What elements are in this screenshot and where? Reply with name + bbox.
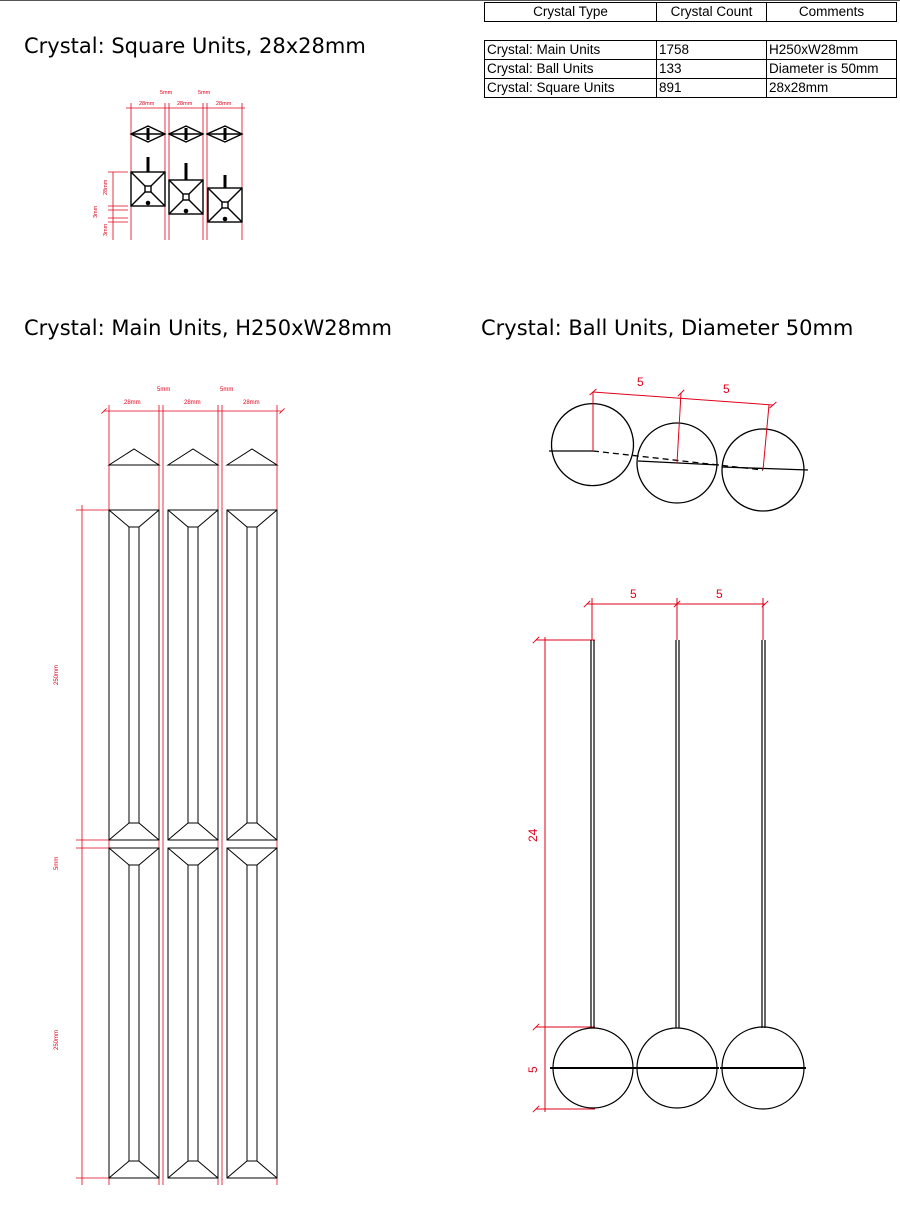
dim-label-spacing: 5 <box>723 382 730 396</box>
square-dimension-lines <box>108 103 245 240</box>
table-cell: H250xW28mm <box>766 40 897 60</box>
square-units-drawing: 28mm 28mm 28mm 5mm 5mm 28mm 3mm 3mm <box>93 90 245 240</box>
ball-top-dimension-lines <box>589 392 777 471</box>
ball-side-dimension-labels: 5 5 24 5 <box>526 587 723 1073</box>
dim-label-offset: 3mm <box>93 205 99 218</box>
table-header-row: Crystal Type Crystal Count Comments <box>484 2 897 22</box>
dim-label-width: 28mm <box>124 400 141 406</box>
table-row: Crystal: Square Units 891 28x28mm <box>484 78 897 98</box>
dim-label-gap: 5mm <box>160 90 173 96</box>
dim-label-height: 250mm <box>54 1030 60 1050</box>
dim-label-width: 28mm <box>243 400 260 406</box>
square-side-views <box>130 157 243 223</box>
square-top-views <box>129 125 244 143</box>
ball-side-dimension-lines <box>532 598 769 1113</box>
dim-label-gap: 5mm <box>157 387 170 393</box>
table-spacer-row <box>484 21 897 41</box>
table-cell: 891 <box>656 78 767 98</box>
dim-label-gap: 5mm <box>54 857 60 870</box>
ball-units-title: Crystal: Ball Units, Diameter 50mm <box>481 316 854 340</box>
table-cell: 28x28mm <box>766 78 897 98</box>
main-top-views <box>107 448 279 466</box>
main-bars <box>108 509 278 1179</box>
dim-label-spacing: 5 <box>637 375 644 389</box>
main-dimension-labels: 28mm 28mm 28mm 5mm 5mm 250mm 5mm 250mm <box>54 387 260 1050</box>
column-header: Crystal Count <box>656 2 767 22</box>
table-cell: Crystal: Ball Units <box>484 59 657 79</box>
square-dimension-labels: 28mm 28mm 28mm 5mm 5mm 28mm 3mm 3mm <box>93 90 232 236</box>
table-cell: Crystal: Square Units <box>484 78 657 98</box>
main-units-drawing: 28mm 28mm 28mm 5mm 5mm 250mm 5mm 250mm <box>54 387 285 1185</box>
dim-label-width: 28mm <box>177 101 193 107</box>
dim-label-drop: 24 <box>526 828 540 842</box>
table-row: Crystal: Main Units 1758 H250xW28mm <box>484 40 897 60</box>
page-top-border <box>0 0 900 1</box>
table-cell: Crystal: Main Units <box>484 40 657 60</box>
dim-label-width: 28mm <box>184 400 201 406</box>
square-units-title: Crystal: Square Units, 28x28mm <box>24 34 366 58</box>
crystal-summary-table: Crystal Type Crystal Count Comments Crys… <box>484 2 897 98</box>
dim-label-width: 28mm <box>216 101 232 107</box>
dim-label-spacing: 5 <box>716 587 723 601</box>
main-dimension-lines <box>76 405 285 1185</box>
dim-label-ball: 5 <box>526 1066 540 1073</box>
ball-top-dimension-labels: 5 5 <box>637 375 730 396</box>
dim-label-spacing: 5 <box>630 587 637 601</box>
ball-units-drawing: 5 5 5 5 24 5 <box>526 375 809 1113</box>
dim-label-height: 28mm <box>103 179 109 195</box>
dim-label-offset: 3mm <box>103 223 109 236</box>
dim-label-width: 28mm <box>139 101 155 107</box>
main-units-title: Crystal: Main Units, H250xW28mm <box>24 316 392 340</box>
ball-top-views <box>549 403 809 512</box>
column-header: Comments <box>766 2 897 22</box>
ball-side-views <box>550 640 806 1110</box>
dim-label-gap: 5mm <box>220 387 233 393</box>
table-cell: Diameter is 50mm <box>766 59 897 79</box>
dim-label-height: 250mm <box>54 665 60 685</box>
dim-label-gap: 5mm <box>198 90 211 96</box>
